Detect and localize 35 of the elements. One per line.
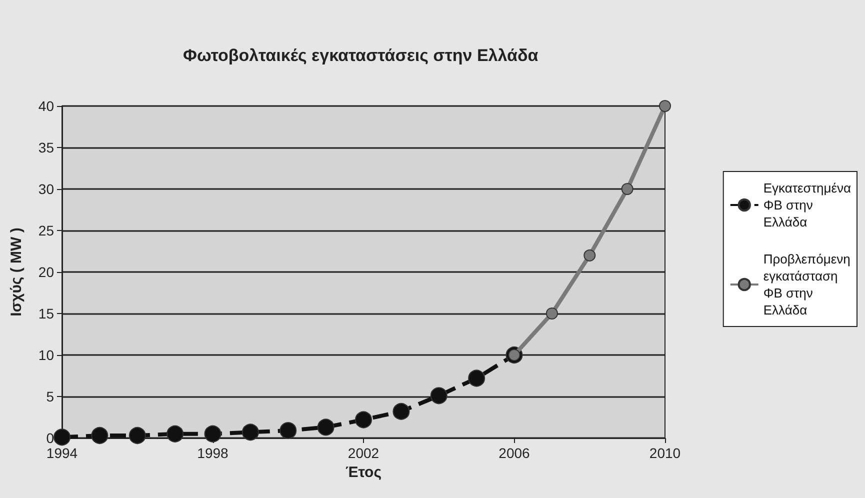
x-tick-label: 1994 bbox=[46, 445, 78, 461]
y-tick-label: 30 bbox=[38, 181, 54, 197]
y-tick-label: 5 bbox=[46, 388, 54, 404]
x-tick-label: 1998 bbox=[197, 445, 229, 461]
legend-label: Προβλεπόμενη εγκατάσταση ΦΒ στην Ελλάδα bbox=[763, 252, 850, 318]
point bbox=[430, 387, 448, 404]
y-axis-title: Ισχύς ( MW ) bbox=[8, 228, 25, 316]
y-tick-label: 40 bbox=[38, 98, 54, 114]
x-tick-label: 2010 bbox=[649, 445, 681, 461]
x-tick-label: 2006 bbox=[498, 445, 530, 461]
point bbox=[204, 425, 222, 442]
x-axis-title: Έτος bbox=[345, 464, 382, 481]
point bbox=[392, 402, 410, 420]
point bbox=[468, 370, 486, 387]
point bbox=[317, 418, 334, 436]
point bbox=[659, 100, 671, 112]
y-tick-label: 15 bbox=[38, 306, 54, 322]
y-tick-label: 25 bbox=[38, 222, 54, 238]
point bbox=[621, 183, 634, 195]
point bbox=[128, 427, 146, 444]
point bbox=[54, 428, 70, 446]
y-tick-label: 0 bbox=[46, 430, 54, 446]
chart-title: Φωτοβολταικές εγκαταστάσεις στην Ελλάδα bbox=[183, 46, 539, 65]
x-tick-label: 2002 bbox=[348, 445, 380, 461]
y-tick-label: 35 bbox=[38, 140, 54, 156]
point bbox=[242, 424, 259, 441]
point bbox=[546, 308, 558, 320]
point bbox=[584, 249, 596, 262]
point bbox=[355, 411, 372, 428]
legend-label: Εγκατεστημένα ΦΒ στην Ελλάδα bbox=[763, 180, 852, 230]
y-tick-label: 20 bbox=[38, 264, 54, 280]
y-tick-label: 10 bbox=[38, 347, 54, 363]
point bbox=[280, 422, 297, 440]
point bbox=[166, 425, 184, 442]
point bbox=[91, 427, 108, 444]
